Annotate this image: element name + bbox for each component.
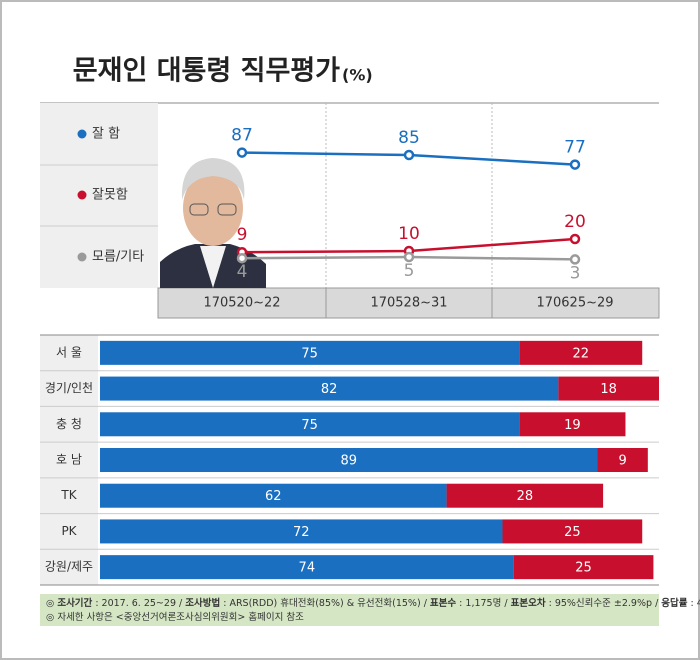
bar-segment xyxy=(100,555,514,580)
point xyxy=(403,149,415,161)
y-tick-label: 호 남 xyxy=(56,453,82,467)
data-label: 20 xyxy=(564,212,586,232)
separator: / xyxy=(652,598,661,609)
data-label: 77 xyxy=(564,138,586,158)
bar-segment xyxy=(100,376,559,401)
data-label: 4 xyxy=(237,262,248,282)
separator: / xyxy=(421,598,430,609)
separator: / xyxy=(501,598,510,609)
separator: : xyxy=(92,598,101,609)
bar-segment xyxy=(502,519,643,544)
note-line: ◎ 자세한 사항은 <중앙선거여론조사심의위원회> 홈페이지 참조 xyxy=(46,611,304,623)
note-bullet: ◎ xyxy=(46,598,54,609)
y-tick-label: 충 청 xyxy=(56,417,82,431)
data-label: 74 xyxy=(299,561,316,576)
note-text: 1,175명 xyxy=(465,598,501,609)
y-tick-label: 강원/제주 xyxy=(45,560,93,574)
data-label: 10 xyxy=(398,224,420,244)
y-tick-label: TK xyxy=(60,488,77,502)
data-label: 75 xyxy=(301,346,318,361)
data-label: 62 xyxy=(265,489,282,504)
note-label: 표본오차 xyxy=(511,597,546,609)
note-line: ◎ 조사기간 : 2017. 6. 25~29 / 조사방법 : ARS(RDD… xyxy=(46,597,700,609)
note-text: 4.0% xyxy=(697,598,700,609)
data-label: 82 xyxy=(321,382,338,397)
data-label: 22 xyxy=(572,346,589,361)
title-unit: (%) xyxy=(342,66,373,85)
separator: : xyxy=(546,598,555,609)
x-tick-label: 170520~22 xyxy=(203,296,280,311)
point xyxy=(569,159,581,170)
data-label: 87 xyxy=(231,126,253,146)
legend-dot xyxy=(77,252,87,262)
legend-column xyxy=(40,103,158,288)
note-label: 조사방법 xyxy=(185,597,220,609)
data-label: 18 xyxy=(600,382,617,397)
legend-dot xyxy=(77,190,87,200)
y-tick-label: PK xyxy=(61,524,77,538)
y-tick-label: 서 울 xyxy=(56,345,82,359)
separator: : xyxy=(220,598,229,609)
x-tick-label: 170528~31 xyxy=(370,296,447,311)
bar-segment xyxy=(100,340,520,365)
separator: : xyxy=(456,598,465,609)
bar-segment xyxy=(513,555,654,580)
legend-label: 모름/기타 xyxy=(92,250,144,265)
data-label: 5 xyxy=(404,261,415,281)
legend-label: 잘 함 xyxy=(92,127,120,142)
bar-segment xyxy=(100,483,447,508)
x-tick-label: 170625~29 xyxy=(536,296,613,311)
data-label: 28 xyxy=(517,489,534,504)
point xyxy=(236,252,248,264)
bar-segment xyxy=(446,483,604,508)
data-label: 19 xyxy=(564,418,581,433)
data-label: 25 xyxy=(575,561,592,576)
bar-segment xyxy=(519,412,626,437)
data-label: 9 xyxy=(237,225,248,245)
point xyxy=(236,147,248,158)
y-tick-label: 경기/인천 xyxy=(45,380,93,395)
bar-segment xyxy=(100,519,503,544)
category-band xyxy=(157,287,660,319)
note-bullet: ◎ xyxy=(46,612,54,623)
note-text: 2017. 6. 25~29 xyxy=(102,598,176,609)
legend-dot xyxy=(77,129,87,139)
separator: : xyxy=(688,598,697,609)
data-label: 72 xyxy=(293,525,310,540)
label-column xyxy=(40,335,98,585)
point xyxy=(403,251,415,263)
bar-segment xyxy=(597,448,648,472)
bar-segment xyxy=(558,376,659,401)
notes-box xyxy=(40,594,659,626)
data-label: 89 xyxy=(340,454,357,469)
point xyxy=(569,233,581,245)
data-label: 75 xyxy=(301,418,318,433)
bar-segment xyxy=(100,448,598,472)
bar-segment xyxy=(519,340,643,365)
note-text: 95%신뢰수준 ±2.9%p xyxy=(555,598,652,609)
separator: / xyxy=(176,598,185,609)
bar-segment xyxy=(100,412,520,437)
chart-title: 문재인 대통령 직무평가 xyxy=(73,56,340,87)
point xyxy=(569,254,581,265)
data-label: 3 xyxy=(570,263,581,283)
note-label: 응답률 xyxy=(661,597,687,609)
legend-label: 잘못함 xyxy=(92,188,128,203)
note-text: 자세한 사항은 <중앙선거여론조사심의위원회> 홈페이지 참조 xyxy=(57,611,304,623)
data-label: 25 xyxy=(564,525,581,540)
note-label: 조사기간 xyxy=(57,597,92,609)
note-text: ARS(RDD) 휴대전화(85%) & 유선전화(15%) xyxy=(229,598,420,609)
data-label: 9 xyxy=(619,454,627,469)
data-label: 85 xyxy=(398,128,420,148)
note-label: 표본수 xyxy=(430,598,456,609)
